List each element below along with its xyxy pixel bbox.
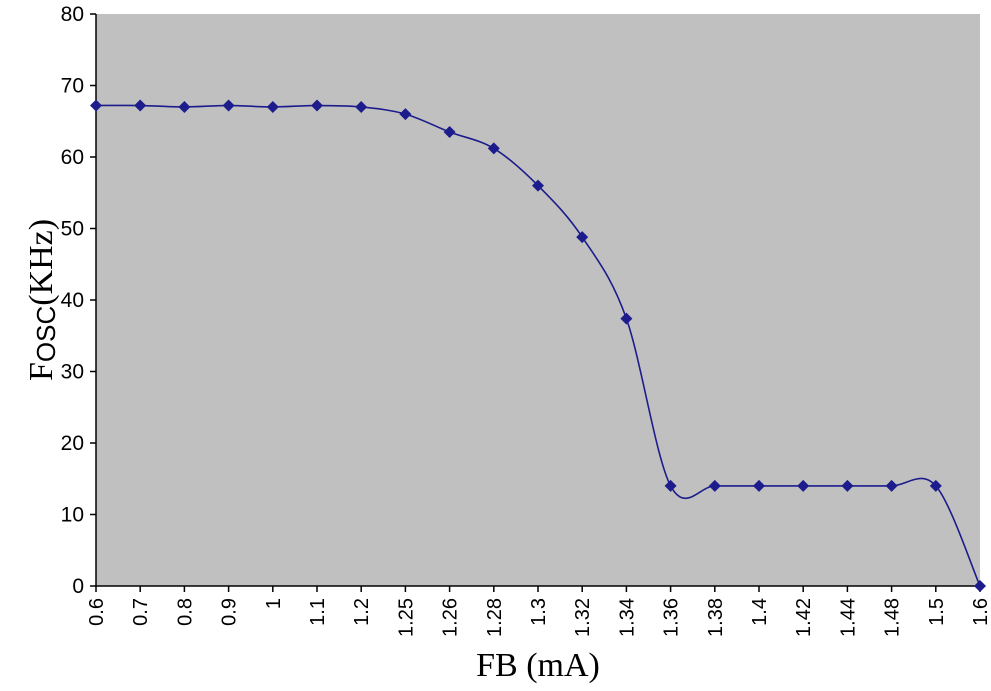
x-tick-label: 1.28 — [484, 598, 506, 637]
data-point-marker — [399, 108, 412, 121]
y-tick-label: 30 — [61, 361, 84, 384]
x-tick-label: 1.6 — [970, 598, 991, 626]
x-tick-label: 1.4 — [749, 598, 771, 626]
y-tick-label: 80 — [61, 3, 84, 26]
data-point-marker — [532, 179, 544, 192]
data-point-marker — [90, 99, 102, 112]
data-point-marker — [929, 479, 942, 492]
data-point-marker — [974, 580, 986, 592]
x-tick-label: 1.34 — [616, 598, 638, 637]
y-tick-label: 50 — [61, 218, 84, 241]
y-tick-label: 20 — [61, 432, 84, 455]
x-tick-label: 1.48 — [882, 598, 904, 637]
data-point-marker — [311, 99, 323, 112]
series-line — [95, 104, 981, 587]
y-axis-title-unit: (KHz) — [23, 219, 60, 306]
x-tick-label: 1.38 — [705, 598, 727, 637]
series-markers — [90, 99, 986, 592]
x-tick-label: 1.44 — [837, 598, 859, 637]
y-axis-title-main: F — [23, 362, 60, 381]
x-tick-label: 1.32 — [572, 598, 594, 637]
x-tick-label: 0.7 — [130, 598, 152, 626]
x-tick-label: 1.1 — [307, 598, 329, 626]
data-point-marker — [797, 479, 810, 492]
x-tick-label: 1.36 — [661, 598, 683, 637]
data-point-marker — [487, 142, 500, 155]
x-tick-label: 1.2 — [351, 598, 373, 626]
x-axis-title: FB (mA) — [476, 647, 600, 684]
data-point-marker — [885, 479, 898, 492]
x-ticks: 0.6 0.7 0.8 0.9 1 1.1 1.2 1.25 1.26 1.28 1.3 1.32 1.… — [86, 586, 991, 637]
x-tick-label: 1.26 — [440, 598, 462, 637]
x-tick-label: 1.3 — [528, 598, 550, 626]
plot-area — [96, 14, 980, 586]
data-point-marker — [664, 479, 677, 492]
y-tick-label: 60 — [61, 146, 84, 169]
y-tick-label: 0 — [72, 575, 84, 598]
data-point-marker — [355, 100, 368, 113]
data-point-marker — [266, 100, 279, 113]
x-tick-label: 1.5 — [926, 598, 948, 626]
data-point-marker — [708, 479, 721, 492]
data-point-marker — [443, 125, 456, 138]
data-point-marker — [841, 479, 854, 492]
y-tick-label: 70 — [61, 75, 84, 98]
data-point-marker — [222, 99, 235, 112]
y-tick-label: 10 — [61, 504, 84, 527]
x-tick-label: 1 — [263, 598, 285, 609]
y-axis-title: FOSC(KHz) — [23, 219, 61, 381]
x-tick-label: 1.42 — [793, 598, 815, 637]
x-tick-label: 1.25 — [395, 598, 417, 637]
x-tick-label: 0.9 — [219, 598, 241, 626]
data-point-marker — [576, 231, 589, 244]
x-tick-label: 0.6 — [86, 598, 108, 626]
data-point-marker — [753, 479, 765, 492]
x-tick-label: 0.8 — [174, 598, 196, 626]
data-point-marker — [620, 312, 633, 325]
y-axis-title-subscript: OSC — [31, 306, 61, 362]
data-point-marker — [178, 100, 191, 113]
y-tick-label: 40 — [61, 289, 84, 312]
data-point-marker — [134, 99, 147, 112]
y-ticks: 0 10 20 30 40 50 60 70 80 — [61, 3, 96, 598]
